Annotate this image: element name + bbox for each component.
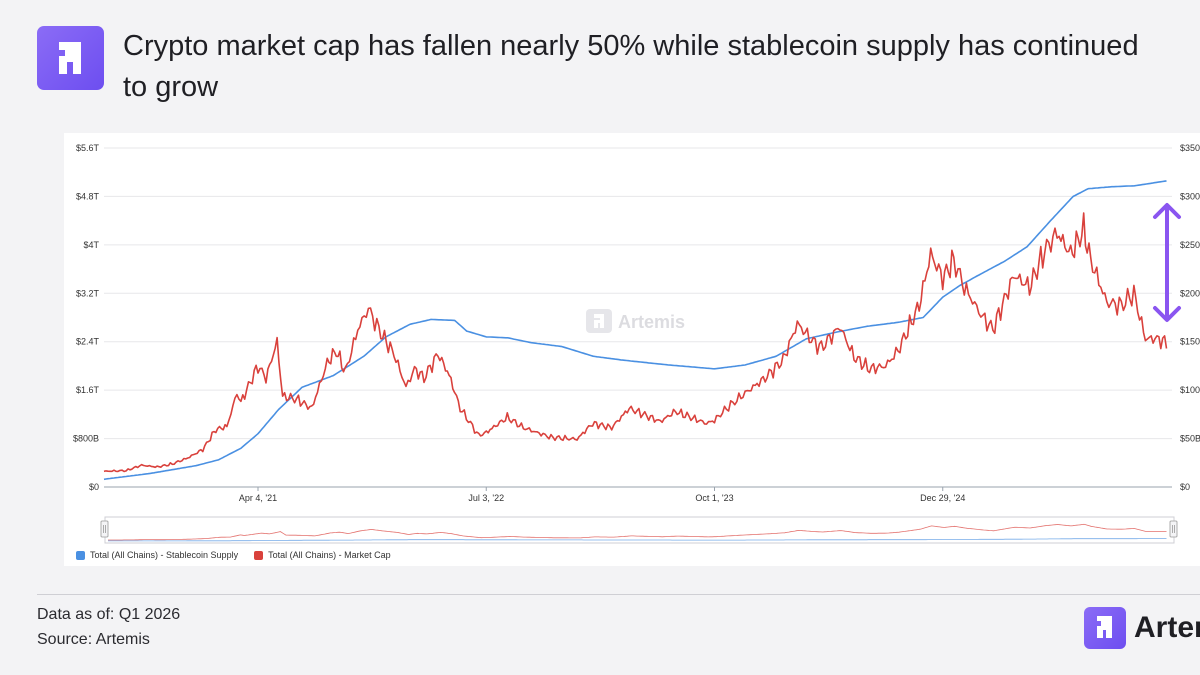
chart-watermark: Artemis	[586, 309, 685, 333]
y-left-tick-label: $4T	[83, 240, 99, 250]
y-left-tick-label: $2.4T	[76, 337, 100, 347]
gap-arrow-annotation	[1153, 203, 1181, 322]
legend-swatch-red	[254, 550, 264, 560]
legend-item-stablecoin-supply[interactable]: Total (All Chains) - Stablecoin Supply	[76, 550, 238, 560]
range-navigator[interactable]	[100, 516, 1178, 544]
y-left-tick-label: $800B	[73, 434, 99, 444]
brand-name: Artemis	[1134, 611, 1200, 644]
watermark-text: Artemis	[618, 312, 685, 332]
y-right-tick-label: $150B	[1180, 337, 1200, 347]
y-right-tick-label: $300B	[1180, 191, 1200, 201]
y-left-tick-label: $3.2T	[76, 288, 100, 298]
axes: $0 $0 $800B $50B $1.6T $100B $2.4T $150B $3.2T $2…	[73, 143, 1200, 503]
y-right-tick-label: $250B	[1180, 240, 1200, 250]
series-line-stablecoin-supply	[103, 180, 1167, 481]
y-right-tick-label: $50B	[1180, 434, 1200, 444]
navigator-line-stablecoin-supply	[108, 538, 1167, 542]
footer-brand: Artemis	[1084, 600, 1200, 660]
navigator-right-handle[interactable]	[1169, 520, 1178, 538]
navigator-line-market-cap	[108, 523, 1167, 541]
x-tick-label: Oct 1, '23	[695, 493, 733, 503]
x-tick-label: Dec 29, '24	[920, 493, 965, 503]
source-text: Source: Artemis	[37, 631, 150, 648]
y-right-tick-label: $350B	[1180, 143, 1200, 153]
y-right-tick-label: $0	[1180, 482, 1190, 492]
y-left-tick-label: $0	[89, 482, 99, 492]
series	[103, 180, 1168, 481]
y-right-tick-label: $200B	[1180, 288, 1200, 298]
series-line-market-cap	[103, 212, 1168, 473]
y-left-tick-label: $5.6T	[76, 143, 100, 153]
legend-swatch-blue	[76, 550, 85, 560]
x-tick-label: Apr 4, '21	[239, 493, 277, 503]
footer-divider	[37, 594, 1200, 595]
artemis-logo-icon	[37, 26, 104, 90]
navigator-series	[108, 523, 1167, 542]
page-title: Crypto market cap has fallen nearly 50% …	[123, 30, 1139, 103]
grid-lines	[104, 147, 1172, 488]
line-chart: Artemis $0 $0 $800B $50B $1.6T $100B $2.4T $150…	[73, 143, 1200, 544]
y-right-tick-label: $100B	[1180, 385, 1200, 395]
legend-item-market-cap[interactable]: Total (All Chains) - Market Cap	[254, 550, 391, 560]
data-as-of-text: Data as of: Q1 2026	[37, 606, 181, 623]
legend-label-stablecoin-supply: Total (All Chains) - Stablecoin Supply	[90, 550, 239, 560]
navigator-left-handle[interactable]	[100, 520, 109, 538]
artemis-logo-icon	[1084, 607, 1126, 649]
x-tick-label: Jul 3, '22	[468, 493, 504, 503]
chart-legend: Total (All Chains) - Stablecoin Supply T…	[76, 548, 407, 562]
legend-label-market-cap: Total (All Chains) - Market Cap	[268, 550, 391, 560]
chart-panel: Artemis $0 $0 $800B $50B $1.6T $100B $2.4T $150…	[64, 133, 1200, 566]
y-left-tick-label: $4.8T	[76, 191, 100, 201]
y-left-tick-label: $1.6T	[76, 385, 100, 395]
